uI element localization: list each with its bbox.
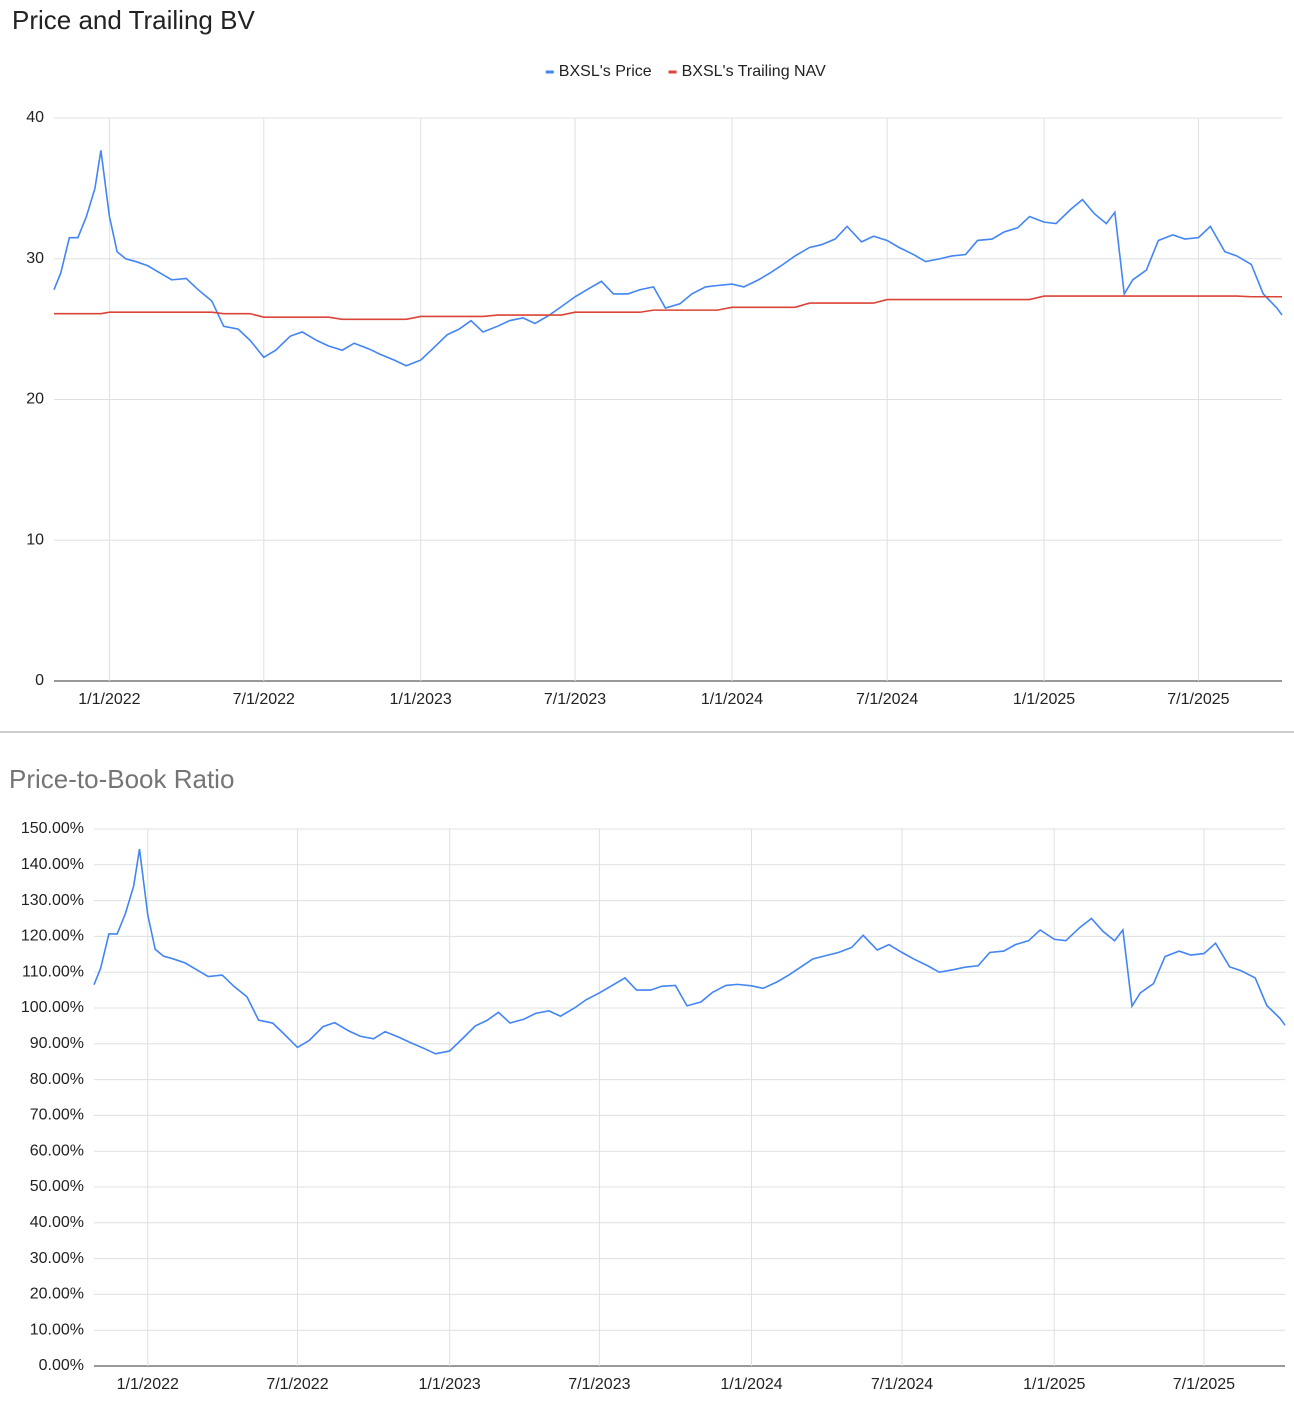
y-tick-label: 60.00% — [30, 1142, 84, 1159]
x-tick-label: 1/1/2022 — [117, 1376, 179, 1393]
y-tick-label: 30 — [26, 250, 44, 267]
legend-swatch — [545, 70, 554, 74]
y-tick-label: 150.00% — [21, 820, 84, 837]
y-tick-label: 20.00% — [30, 1286, 84, 1303]
y-tick-label: 100.00% — [21, 999, 84, 1016]
y-tick-label: 0 — [35, 672, 44, 689]
y-tick-label: 80.00% — [30, 1071, 84, 1088]
x-tick-label: 1/1/2025 — [1023, 1376, 1085, 1393]
x-tick-label: 7/1/2023 — [544, 691, 606, 708]
chart-title: Price-to-Book Ratio — [9, 764, 234, 794]
x-tick-label: 1/1/2023 — [390, 691, 452, 708]
y-tick-label: 0.00% — [39, 1357, 84, 1374]
y-tick-label: 70.00% — [30, 1107, 84, 1124]
x-tick-label: 7/1/2025 — [1167, 691, 1229, 708]
legend-label: BXSL's Trailing NAV — [682, 63, 826, 80]
data-line — [93, 848, 1286, 1055]
x-tick-label: 1/1/2022 — [78, 691, 140, 708]
y-tick-label: 40 — [26, 109, 44, 126]
legend-swatch — [668, 70, 677, 74]
y-tick-label: 110.00% — [22, 963, 84, 980]
x-tick-label: 7/1/2022 — [266, 1376, 328, 1393]
x-tick-label: 7/1/2022 — [233, 691, 295, 708]
data-line — [53, 150, 1283, 367]
x-tick-label: 7/1/2024 — [871, 1376, 933, 1393]
y-tick-label: 20 — [26, 391, 44, 408]
legend-label: BXSL's Price — [559, 63, 652, 80]
y-tick-label: 50.00% — [30, 1178, 84, 1195]
x-tick-label: 1/1/2024 — [701, 691, 763, 708]
y-tick-label: 90.00% — [30, 1035, 84, 1052]
y-tick-label: 130.00% — [21, 892, 84, 909]
y-tick-label: 30.00% — [30, 1250, 84, 1267]
y-tick-label: 10 — [26, 531, 44, 548]
x-tick-label: 7/1/2024 — [856, 691, 918, 708]
data-line — [54, 295, 1282, 321]
x-tick-label: 7/1/2023 — [568, 1376, 630, 1393]
x-tick-label: 1/1/2024 — [720, 1376, 782, 1393]
y-tick-label: 10.00% — [30, 1321, 84, 1338]
x-tick-label: 1/1/2025 — [1013, 691, 1075, 708]
y-tick-label: 140.00% — [21, 856, 84, 873]
x-tick-label: 1/1/2023 — [419, 1376, 481, 1393]
y-tick-label: 120.00% — [21, 928, 84, 945]
y-tick-label: 40.00% — [30, 1214, 84, 1231]
chart-title: Price and Trailing BV — [12, 5, 255, 35]
x-tick-label: 7/1/2025 — [1173, 1376, 1235, 1393]
